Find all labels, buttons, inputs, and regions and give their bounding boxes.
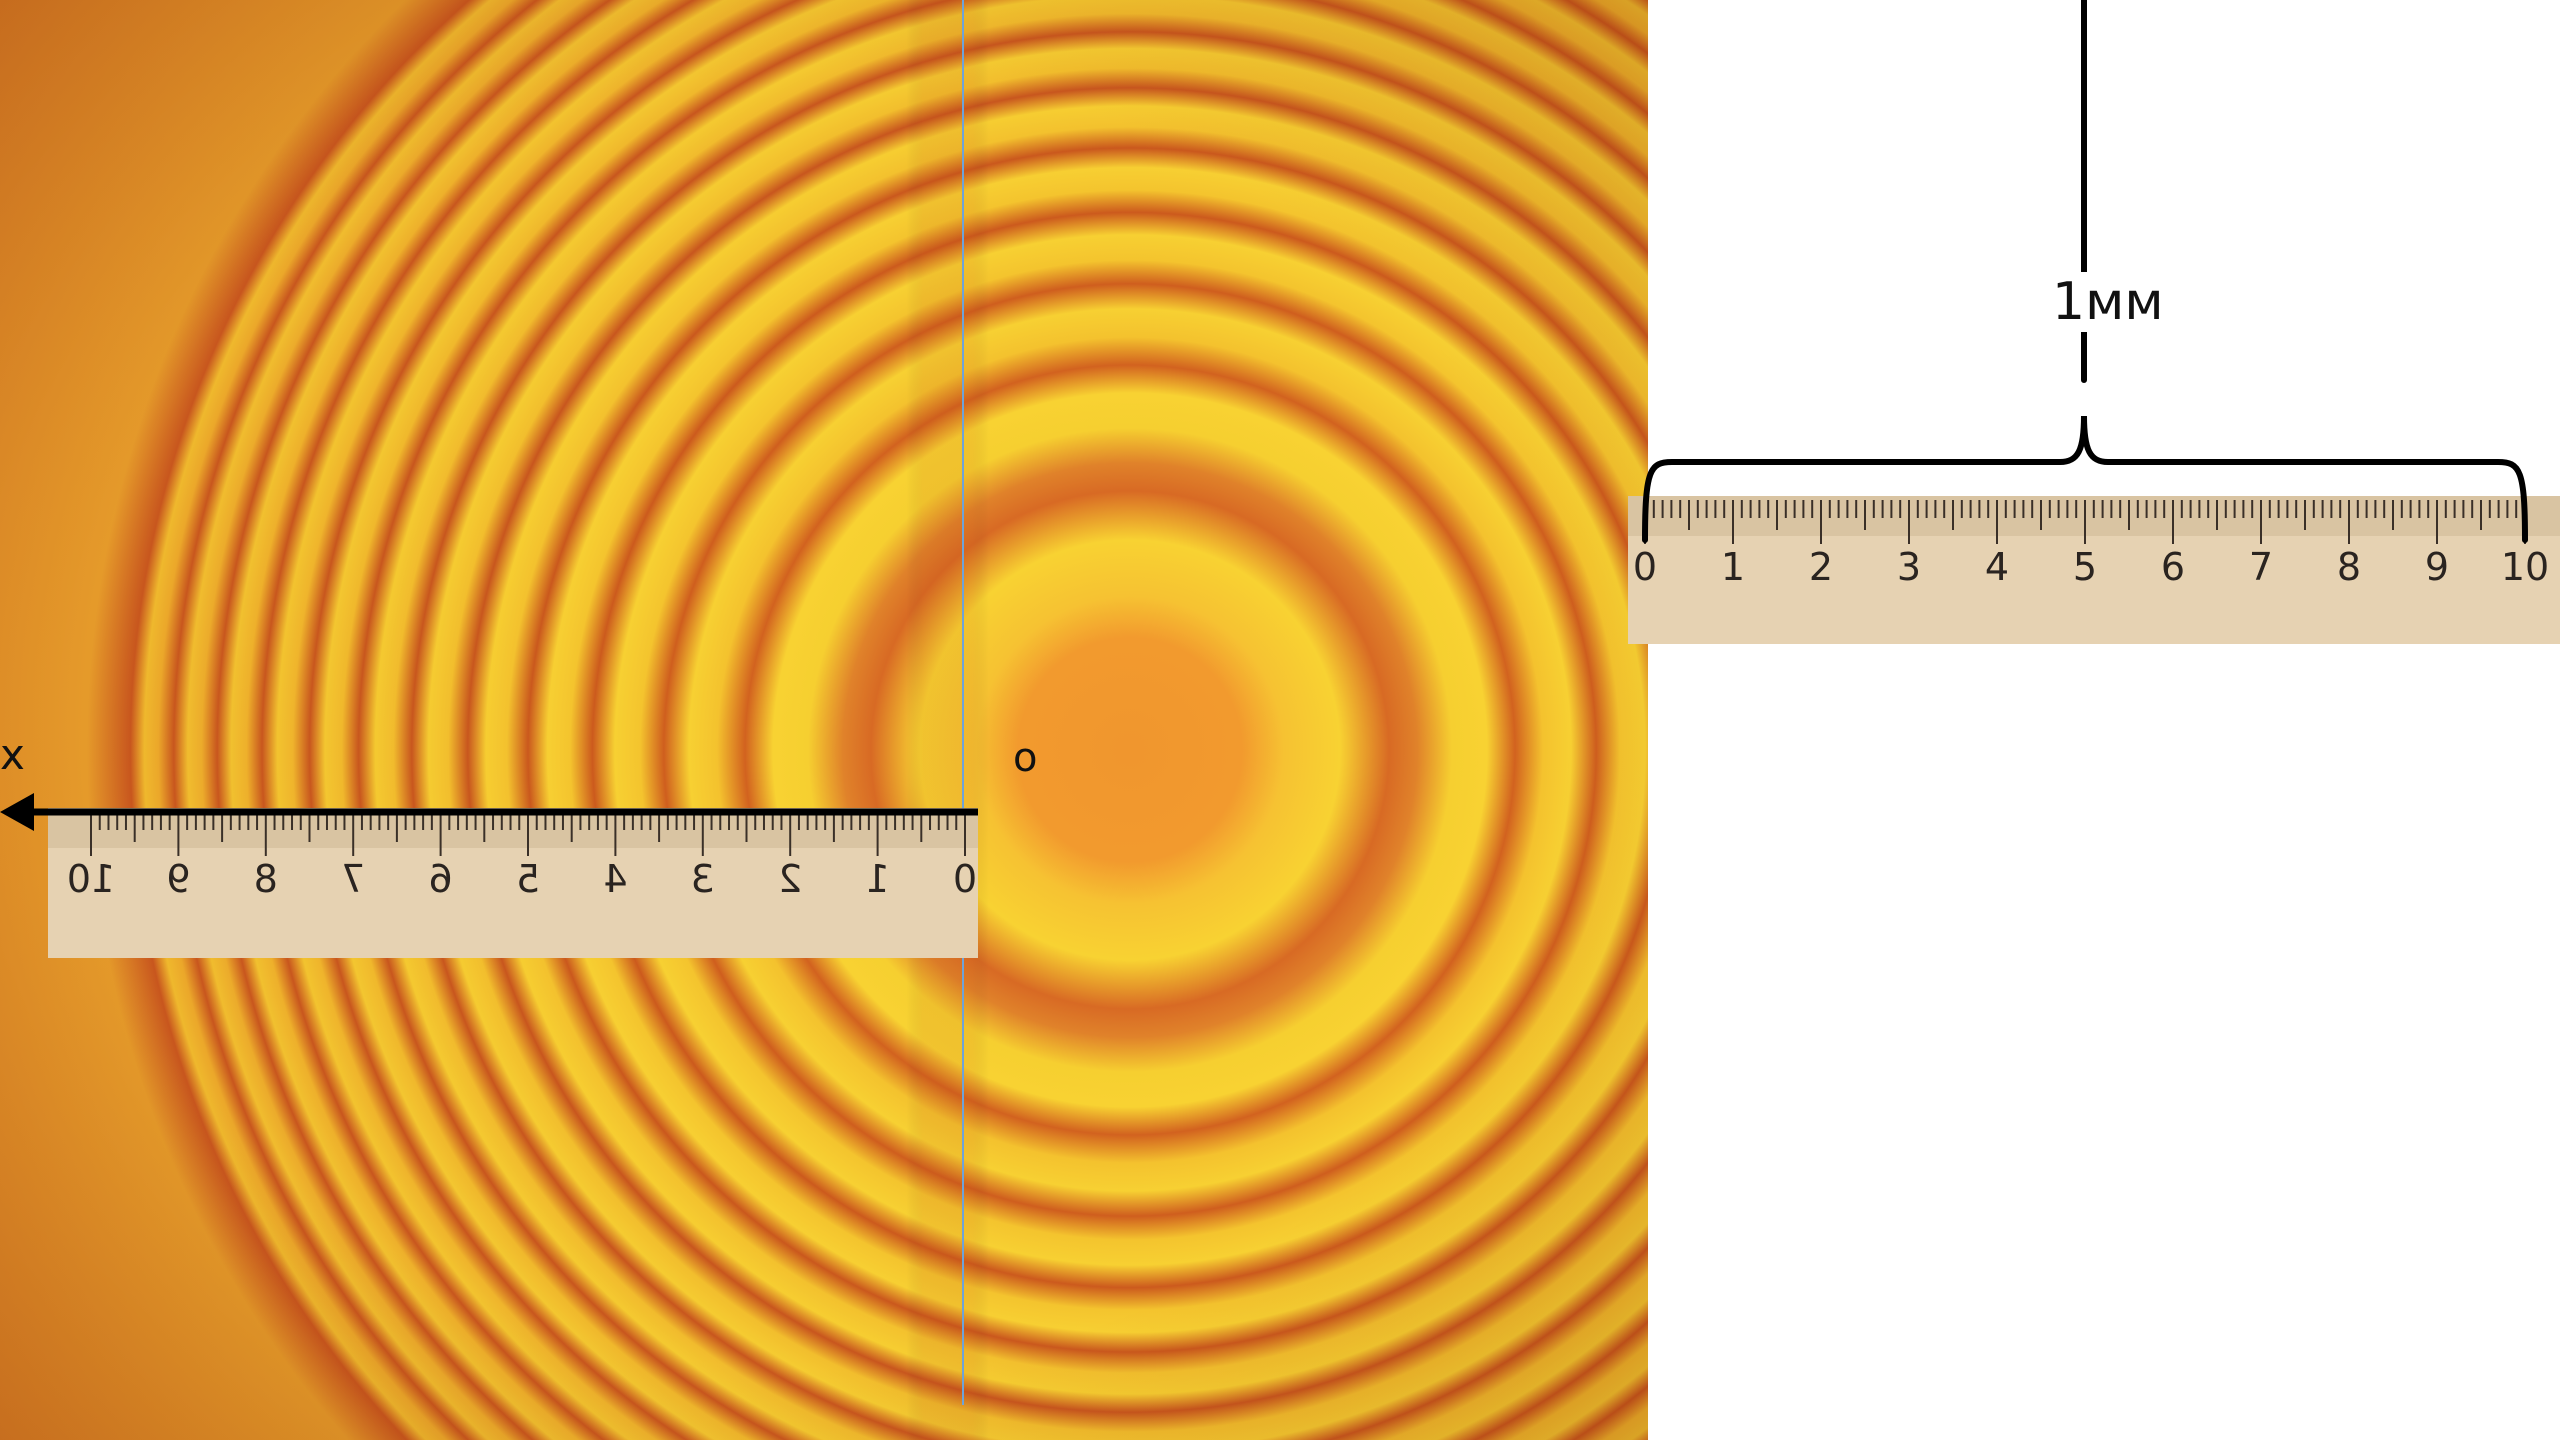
ruler-number: 4 <box>1985 545 2009 589</box>
ruler-number: 7 <box>341 857 365 901</box>
main-ruler: 0 1 2 3 4 5 6 7 8 9 10 <box>48 808 978 958</box>
ruler-number: 6 <box>2161 545 2185 589</box>
ruler-number: 10 <box>2501 545 2549 589</box>
fringe-photo <box>0 0 1648 1440</box>
ruler-number: 3 <box>1897 545 1921 589</box>
ruler-number: 7 <box>2249 545 2273 589</box>
ruler-number: 9 <box>166 857 190 901</box>
ruler-number: 2 <box>778 857 802 901</box>
ruler-number: 0 <box>953 857 977 901</box>
ruler-number: 8 <box>2337 545 2361 589</box>
x-axis-label: x <box>0 730 25 779</box>
ruler-number: 9 <box>2425 545 2449 589</box>
ruler-number: 5 <box>516 857 540 901</box>
ruler-number: 3 <box>691 857 715 901</box>
ruler-number: 6 <box>429 857 453 901</box>
scale-label: 1мм <box>2050 272 2166 332</box>
reference-ruler: 0 1 2 3 4 5 6 7 8 9 10 <box>1628 496 2560 644</box>
x-axis-arrow <box>0 793 978 831</box>
ruler-number: 8 <box>254 857 278 901</box>
ruler-number: 1 <box>1721 545 1745 589</box>
ruler-number: 0 <box>1633 545 1657 589</box>
origin-label: o <box>1013 735 1038 781</box>
ruler-number: 5 <box>2073 545 2097 589</box>
scale-brace <box>1642 0 2528 543</box>
ruler-number: 10 <box>67 857 115 901</box>
ruler-number: 2 <box>1809 545 1833 589</box>
ruler-number: 4 <box>603 857 627 901</box>
ruler-number: 1 <box>866 857 890 901</box>
